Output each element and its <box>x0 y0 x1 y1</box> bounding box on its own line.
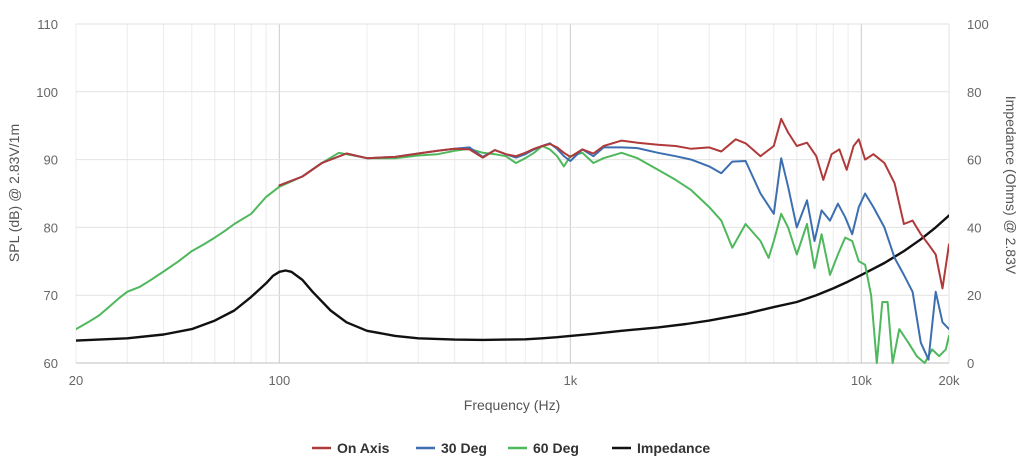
legend-item-impedance[interactable]: Impedance <box>612 440 710 456</box>
x-tick-label: 20k <box>939 373 960 388</box>
y-left-tick-label: 90 <box>44 153 58 168</box>
y-right-axis-title: Impedance (Ohms) @ 2.83V <box>1003 96 1019 275</box>
x-tick-label: 1k <box>564 373 578 388</box>
y-right-tick-label: 40 <box>967 220 981 235</box>
series-lines <box>76 117 949 364</box>
y-left-tick-label: 110 <box>37 17 58 32</box>
x-tick-label: 100 <box>269 373 291 388</box>
x-tick-label: 10k <box>851 373 872 388</box>
legend-label-30-deg: 30 Deg <box>441 440 487 456</box>
series-line-30-deg <box>278 142 949 361</box>
grid-lines <box>75 23 950 364</box>
tick-labels: 20 100 1k 10k 20k 60 70 80 90 100 110 0 20 40 60 80 100 <box>36 17 988 388</box>
y-left-tick-label: 70 <box>44 288 58 303</box>
legend-label-impedance: Impedance <box>637 440 710 456</box>
series-line-on-axis <box>278 117 949 290</box>
x-tick-label: 20 <box>69 373 83 388</box>
y-left-axis-title: SPL (dB) @ 2.83V/1m <box>6 124 22 262</box>
legend-item-on-axis[interactable]: On Axis <box>312 440 390 456</box>
y-right-tick-label: 100 <box>967 17 989 32</box>
legend-item-60-deg[interactable]: 60 Deg <box>508 440 579 456</box>
y-right-tick-label: 0 <box>967 356 974 371</box>
y-right-tick-label: 60 <box>967 153 981 168</box>
legend-label-on-axis: On Axis <box>337 440 390 456</box>
y-left-tick-label: 100 <box>36 85 58 100</box>
y-left-tick-label: 80 <box>44 220 58 235</box>
x-axis-title: Frequency (Hz) <box>464 397 560 413</box>
series-line-60-deg <box>76 145 949 364</box>
y-right-tick-label: 80 <box>967 85 981 100</box>
y-right-tick-label: 20 <box>967 288 981 303</box>
legend: On Axis 30 Deg 60 Deg Impedance <box>312 440 710 456</box>
legend-item-30-deg[interactable]: 30 Deg <box>416 440 487 456</box>
legend-label-60-deg: 60 Deg <box>533 440 579 456</box>
series-line-impedance <box>76 214 949 342</box>
y-left-tick-label: 60 <box>44 356 58 371</box>
